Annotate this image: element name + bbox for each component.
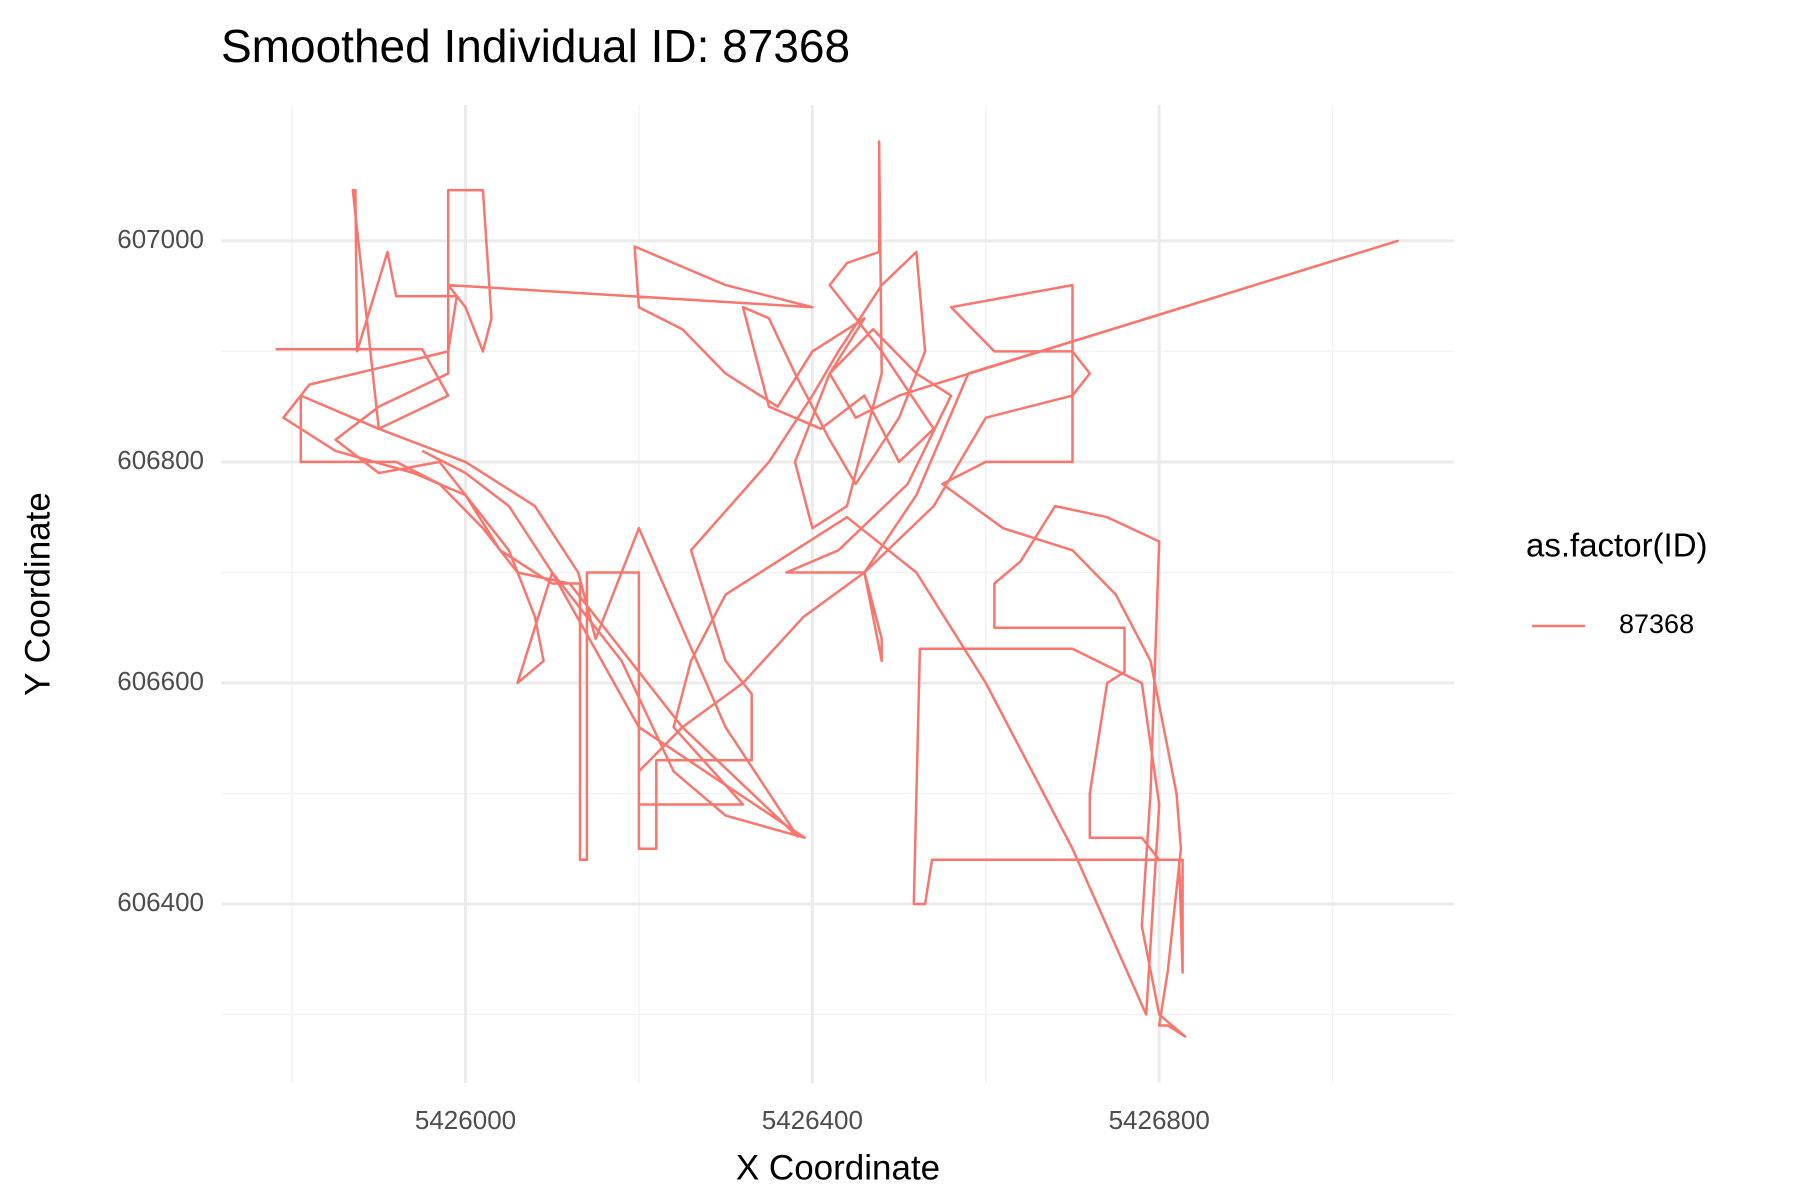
x-tick-label: 5426800 [1109,1105,1210,1135]
legend-title: as.factor(ID) [1526,527,1708,564]
legend: as.factor(ID) 87368 [1526,527,1708,639]
x-tick-label: 5426000 [415,1105,516,1135]
y-tick-label: 607000 [117,224,204,254]
y-tick-label: 606600 [117,666,204,696]
plot-area [275,140,1399,1038]
y-axis-title: Y Coordinate [18,492,57,696]
legend-label: 87368 [1619,609,1694,639]
y-tick-label: 606800 [117,445,204,475]
y-tick-label: 606400 [117,887,204,917]
grid: 5426000 5426400 5426800 606400 606600 606800 6… [117,105,1454,1135]
x-axis-title: X Coordinate [736,1148,940,1187]
x-tick-label: 5426400 [762,1105,863,1135]
chart-title: Smoothed Individual ID: 87368 [221,20,850,72]
track-line [275,140,1399,1038]
